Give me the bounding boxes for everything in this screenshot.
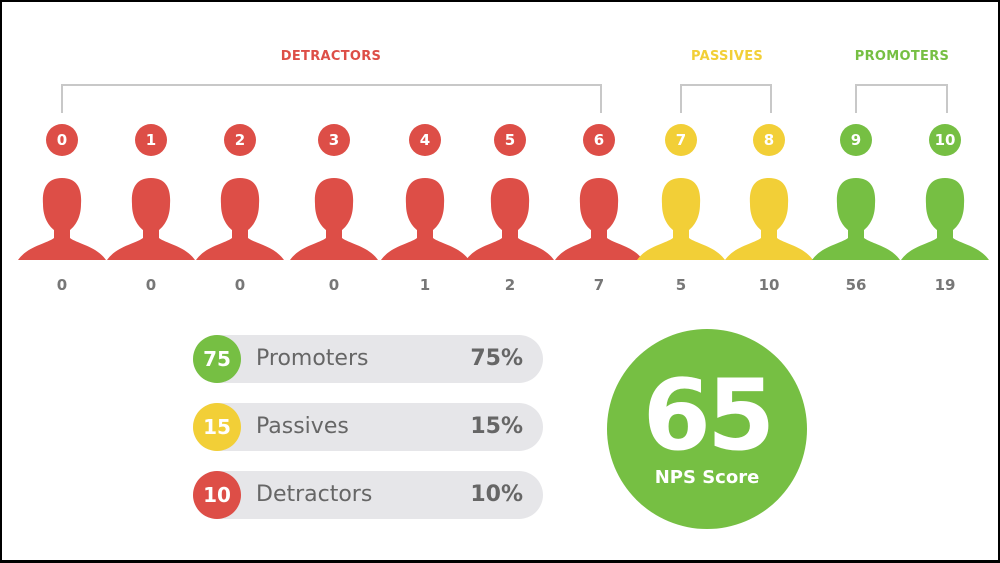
silhouette-shape (555, 178, 643, 260)
promoters-count-badge: 75 (193, 335, 241, 383)
person-silhouette-icon (812, 178, 900, 260)
promoters-label: Promoters (256, 346, 369, 371)
response-count: 0 (328, 276, 340, 294)
score-badge: 3 (318, 124, 350, 156)
person-silhouette-icon (901, 178, 989, 260)
silhouette-shape (18, 178, 106, 260)
detractors-percent: 10% (470, 482, 523, 507)
response-count: 19 (934, 276, 956, 294)
response-count: 10 (758, 276, 780, 294)
passives-count-badge: 15 (193, 403, 241, 451)
group-label-detractors: DETRACTORS (280, 49, 382, 64)
silhouette-shape (901, 178, 989, 260)
detractors-bracket (61, 84, 602, 113)
nps-score-label: NPS Score (654, 467, 760, 488)
silhouette-shape (812, 178, 900, 260)
summary-row-passives: 15 Passives 15% (193, 403, 543, 451)
detractors-label: Detractors (256, 482, 373, 507)
group-label-promoters: PROMOTERS (854, 49, 950, 64)
response-count: 2 (504, 276, 516, 294)
response-count: 0 (56, 276, 68, 294)
response-count: 56 (845, 276, 867, 294)
response-count: 5 (675, 276, 687, 294)
person-silhouette-icon (381, 178, 469, 260)
score-badge: 6 (583, 124, 615, 156)
promoters-percent: 75% (470, 346, 523, 371)
promoters-bracket (855, 84, 948, 113)
nps-score-value: 65 (642, 359, 775, 473)
person-silhouette-icon (290, 178, 378, 260)
passives-percent: 15% (470, 414, 523, 439)
person-silhouette-icon (107, 178, 195, 260)
person-silhouette-icon (466, 178, 554, 260)
silhouette-shape (290, 178, 378, 260)
silhouette-shape (725, 178, 813, 260)
passives-bracket (680, 84, 772, 113)
person-silhouette-icon (196, 178, 284, 260)
silhouette-shape (107, 178, 195, 260)
group-label-passives: PASSIVES (690, 49, 764, 64)
score-badge: 4 (409, 124, 441, 156)
person-silhouette-icon (725, 178, 813, 260)
score-badge: 7 (665, 124, 697, 156)
response-count: 7 (593, 276, 605, 294)
nps-score-circle: 65 NPS Score (607, 329, 807, 529)
person-silhouette-icon (555, 178, 643, 260)
summary-row-detractors: 10 Detractors 10% (193, 471, 543, 519)
passives-label: Passives (256, 414, 349, 439)
score-badge: 9 (840, 124, 872, 156)
response-count: 1 (419, 276, 431, 294)
silhouette-shape (637, 178, 725, 260)
person-silhouette-icon (18, 178, 106, 260)
score-badge: 2 (224, 124, 256, 156)
score-badge: 0 (46, 124, 78, 156)
score-badge: 5 (494, 124, 526, 156)
detractors-count-badge: 10 (193, 471, 241, 519)
response-count: 0 (234, 276, 246, 294)
silhouette-shape (466, 178, 554, 260)
response-count: 0 (145, 276, 157, 294)
score-badge: 10 (929, 124, 961, 156)
silhouette-shape (381, 178, 469, 260)
summary-row-promoters: 75 Promoters 75% (193, 335, 543, 383)
person-silhouette-icon (637, 178, 725, 260)
silhouette-shape (196, 178, 284, 260)
score-badge: 8 (753, 124, 785, 156)
score-badge: 1 (135, 124, 167, 156)
